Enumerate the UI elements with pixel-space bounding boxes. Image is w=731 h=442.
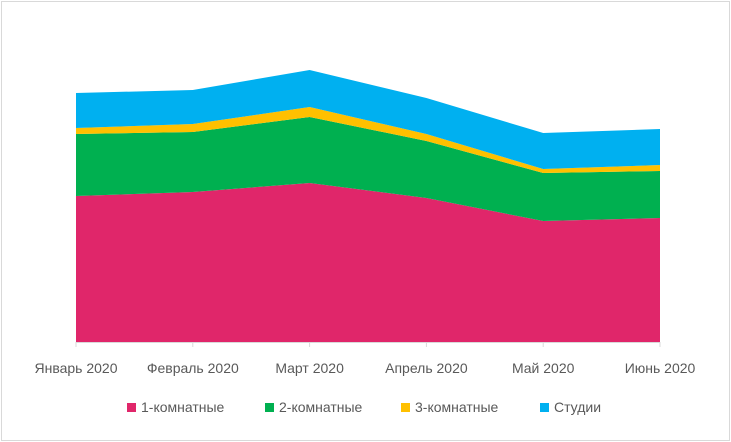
legend-item[interactable]: 1-комнатные (127, 399, 225, 415)
x-ticks (75, 342, 661, 347)
legend-swatch (401, 403, 410, 412)
legend-label: 2-комнатные (279, 399, 363, 415)
legend-item[interactable]: 3-комнатные (401, 399, 499, 415)
area-series-1 (76, 183, 660, 342)
legend-label: Студии (554, 399, 601, 415)
legend-item[interactable]: 2-комнатные (265, 399, 363, 415)
legend: 1-комнатные 2-комнатные 3-комнатные Студии (127, 399, 601, 415)
legend-item[interactable]: Студии (540, 399, 601, 415)
legend-swatch (265, 403, 274, 412)
x-tick-label: Март 2020 (275, 360, 344, 376)
legend-swatch (127, 403, 136, 412)
x-tick-label: Июнь 2020 (625, 360, 696, 376)
x-tick-label: Январь 2020 (34, 360, 117, 376)
area-series-4 (76, 70, 660, 169)
areas (76, 70, 660, 342)
legend-label: 3-комнатные (415, 399, 499, 415)
legend-label: 1-комнатные (141, 399, 225, 415)
area-series-2 (76, 117, 660, 221)
legend-swatch (540, 403, 549, 412)
area-series-3 (76, 107, 660, 173)
x-tick-label: Май 2020 (512, 360, 575, 376)
x-tick-labels: Январь 2020 Февраль 2020 Март 2020 Апрель 2… (34, 360, 695, 376)
x-tick-label: Февраль 2020 (147, 360, 239, 376)
x-tick-label: Апрель 2020 (385, 360, 468, 376)
